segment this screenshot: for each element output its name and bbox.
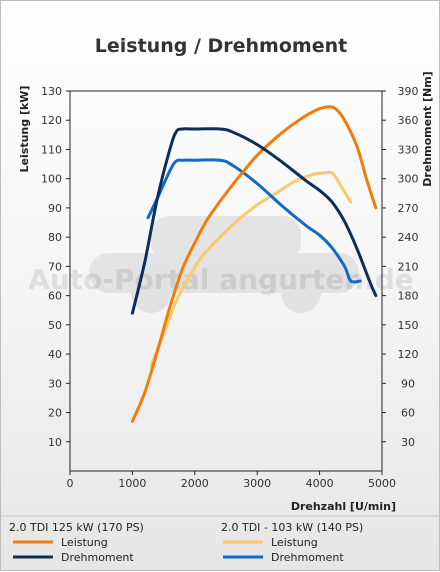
y-left-tick-label: 120 xyxy=(41,114,62,127)
series-leistung-125kw xyxy=(130,105,378,423)
y-left-tick-label: 100 xyxy=(41,173,62,186)
x-tick-label: 1000 xyxy=(118,477,146,490)
y-left-tick-label: 10 xyxy=(48,436,62,449)
y-right-tick-label: 150 xyxy=(398,319,419,332)
legend: 2.0 TDI 125 kW (170 PS) Leistung Drehmom… xyxy=(9,521,363,564)
legend-label-drehmoment-125kw: Drehmoment xyxy=(61,551,134,564)
x-tick-label: 4000 xyxy=(306,477,334,490)
y-right-tick-label: 300 xyxy=(398,173,419,186)
y-left-tick-label: 50 xyxy=(48,319,62,332)
x-axis-label: Drehzahl [U/min] xyxy=(291,500,396,513)
y-axis-left-label: Leistung [kW] xyxy=(18,86,31,173)
y-right-tick-label: 30 xyxy=(401,436,415,449)
y-left-tick-label: 90 xyxy=(48,202,62,215)
y-left-tick-label: 130 xyxy=(41,85,62,98)
y-right-tick-label: 360 xyxy=(398,114,419,127)
y-right-tick-label: 390 xyxy=(398,85,419,98)
series-leistung-103kw xyxy=(149,170,353,368)
y-right-tick-label: 270 xyxy=(398,202,419,215)
legend-label-leistung-103kw: Leistung xyxy=(271,536,318,549)
y-left-tick-label: 60 xyxy=(48,290,62,303)
y-left-tick-label: 80 xyxy=(48,231,62,244)
x-tick-label: 2000 xyxy=(181,477,209,490)
y-axis-right-label: Drehmoment [Nm] xyxy=(421,71,434,186)
series-drehmoment-125kw xyxy=(130,127,378,315)
watermark-logo: Auto-Portal angurten.de xyxy=(28,216,414,313)
y-left-tick-label: 40 xyxy=(48,348,62,361)
plot-area xyxy=(69,90,383,472)
x-tick-label: 0 xyxy=(67,477,74,490)
y-right-tick-label: 330 xyxy=(398,143,419,156)
watermark-text: Auto-Portal angurten.de xyxy=(28,263,414,296)
y-right-tick-label: 120 xyxy=(398,348,419,361)
ticks-layer: 0 1000 2000 3000 4000 5000 10 20 30 40 50 60 70 80 90 1… xyxy=(41,85,419,490)
y-left-tick-label: 20 xyxy=(48,407,62,420)
y-right-tick-label: 90 xyxy=(401,377,415,390)
x-tick-label: 5000 xyxy=(368,477,396,490)
series-layer xyxy=(130,105,378,423)
legend-label-drehmoment-103kw: Drehmoment xyxy=(271,551,344,564)
y-left-tick-label: 30 xyxy=(48,377,62,390)
legend-group-1-heading: 2.0 TDI 125 kW (170 PS) xyxy=(9,521,144,534)
y-left-tick-label: 110 xyxy=(41,143,62,156)
y-right-tick-label: 60 xyxy=(401,407,415,420)
chart-title: Leistung / Drehmoment xyxy=(95,35,347,57)
legend-group-2-heading: 2.0 TDI - 103 kW (140 PS) xyxy=(221,521,363,534)
y-left-tick-label: 70 xyxy=(48,260,62,273)
y-right-tick-label: 180 xyxy=(398,290,419,303)
x-tick-label: 3000 xyxy=(243,477,271,490)
y-right-tick-label: 210 xyxy=(398,260,419,273)
legend-label-leistung-125kw: Leistung xyxy=(61,536,108,549)
y-right-tick-label: 240 xyxy=(398,231,419,244)
